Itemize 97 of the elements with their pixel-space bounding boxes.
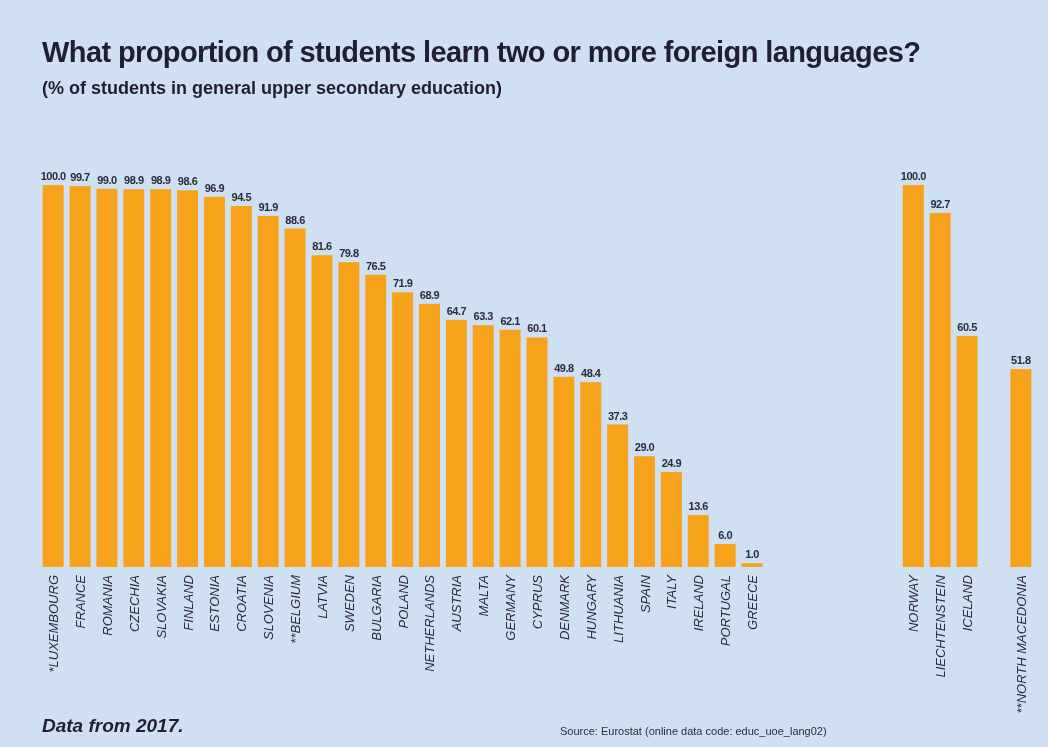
x-tick-label: GERMANY [503,573,519,641]
bar [1010,369,1032,567]
x-tick-label: SLOVENIA [261,575,277,641]
bar [123,189,145,567]
bar [203,196,225,567]
data-label: 24.9 [661,456,682,469]
data-label: 100.0 [900,170,927,182]
x-tick-label: AUSTRIA [449,575,465,633]
bar [177,190,199,567]
bar [257,215,279,567]
text: Data from 2017. [42,715,184,736]
data-label: 60.1 [527,322,548,335]
bar [96,188,118,567]
x-tick-label: *LUXEMBOURG [46,575,62,673]
x-tick-label: GREECE [745,574,761,630]
data-label: 63.3 [473,310,494,323]
x-tick-label: ESTONIA [207,575,223,632]
x-tick-label: LITHUANIA [610,575,626,643]
data-label: 13.6 [688,500,709,513]
bar [419,303,440,567]
data-label: 6.0 [718,529,733,542]
data-label: 48.4 [581,367,602,380]
chart-title: What proportion of students learn two or more foreign languages? [42,36,921,68]
data-label: 98.9 [124,174,144,187]
x-tick-label: ROMANIA [99,575,115,636]
bar [929,212,951,567]
bar [499,329,521,567]
data-label: 88.6 [285,213,306,226]
data-label: 37.3 [607,409,628,422]
x-tick-label: SPAIN [637,574,653,614]
bar [338,262,360,567]
x-tick-label: CZECHIA [126,575,142,633]
data-label: 98.6 [177,175,198,188]
bar [150,189,172,567]
bar [311,255,333,567]
data-label: 91.9 [258,200,279,213]
bar [445,319,467,567]
x-tick-label: MALTA [476,575,492,617]
data-label: 71.9 [392,277,413,290]
bar [553,376,575,567]
data-label: 100.0 [40,170,67,182]
data-label: 62.1 [500,314,521,327]
x-tick-label: PORTUGAL [718,575,734,647]
data-label: 51.8 [1011,354,1031,367]
data-label: 94.5 [231,191,252,204]
data-label: 76.5 [366,259,386,272]
data-label: 92.7 [930,197,951,210]
x-tick-label: DENMARK [556,573,572,641]
x-tick-label: **BELGIUM [288,574,304,644]
data-label: 49.8 [554,361,574,374]
bar [660,471,682,567]
x-tick-label: BULGARIA [368,575,384,641]
x-tick-label: HUNGARY [583,573,599,640]
bar [284,228,306,567]
x-tick-label: FINLAND [180,575,196,631]
bar [956,335,978,567]
data-label: 1.0 [745,548,760,561]
bar [741,563,763,567]
bar [69,186,91,567]
bar [687,515,709,567]
x-tick-label: NETHERLANDS [422,574,438,672]
x-tick-label: SWEDEN [341,574,357,633]
bar [902,185,924,567]
bar [580,382,602,567]
x-tick-label: CROATIA [234,575,250,632]
data-label: 81.6 [312,240,333,253]
bar [42,185,64,567]
data-label: 96.9 [204,181,225,194]
data-label: 99.7 [70,171,91,184]
x-tick-label: LIECHTENSTEIN [933,574,949,678]
data-label: 60.5 [957,320,978,333]
x-tick-label: CYPRUS [530,574,545,630]
bar [365,274,387,567]
bar [526,337,548,567]
x-tick-label: SLOVAKIA [153,575,169,639]
x-tick-label: POLAND [395,575,411,629]
data-label: 79.8 [339,247,359,260]
data-label: 64.7 [446,304,467,317]
x-tick-label: NORWAY [906,573,922,633]
x-tick-label: ICELAND [960,575,976,632]
x-tick-label: IRELAND [691,575,707,632]
bar [230,206,252,567]
bar [634,456,655,567]
x-tick-label: ITALY [664,573,680,609]
data-label: 98.9 [150,174,171,187]
x-tick-label: LATVIA [314,575,330,619]
bar [607,424,629,567]
bar [714,544,736,567]
chart-subtitle: (% of students in general upper secondary education) [42,78,503,98]
x-tick-label: **NORTH MACEDONIA [1013,575,1029,714]
data-label: 99.0 [97,173,118,186]
x-tick-label: FRANCE [73,574,89,629]
data-label: 68.9 [419,288,440,301]
bar [472,325,494,567]
data-label: 29.0 [634,441,655,454]
source-note: Source: Eurostat (online data code: educ_uoe_lang02) [560,725,827,737]
bar [392,292,414,567]
